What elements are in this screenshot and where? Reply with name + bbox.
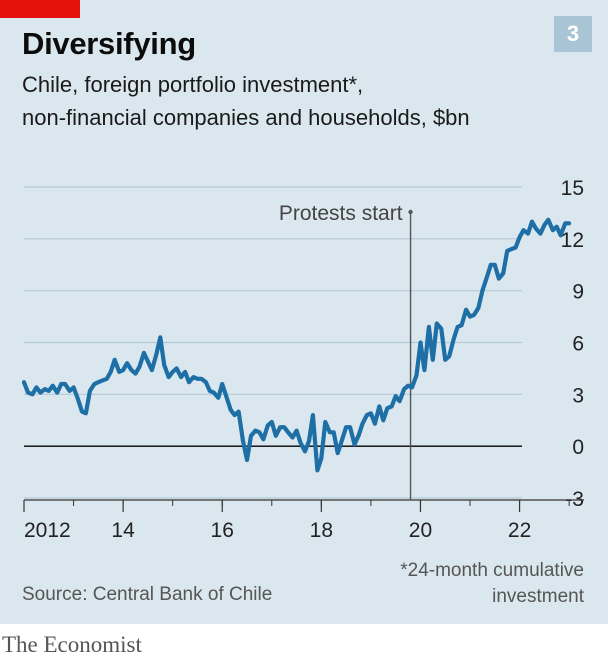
x-tick-label: 16 [211, 519, 234, 542]
x-tick-label: 18 [310, 519, 333, 542]
chart-subtitle: Chile, foreign portfolio investment*, no… [22, 68, 582, 134]
y-tick-label: 3 [572, 384, 584, 407]
chart-title: Diversifying [22, 26, 196, 61]
brand-red-tag [0, 0, 80, 18]
x-tick-label: 22 [508, 519, 531, 542]
x-tick-label: 14 [111, 519, 135, 542]
y-tick-label: 12 [561, 229, 584, 252]
footnote: *24-month cumulative investment [400, 558, 584, 610]
chart-number-badge: 3 [554, 16, 592, 52]
protests-marker-dot [408, 209, 413, 215]
subtitle-line-2: non-financial companies and households, … [22, 105, 470, 130]
footnote-line-2: investment [492, 586, 584, 607]
y-tick-label: 9 [572, 281, 584, 304]
y-tick-label: 0 [572, 436, 584, 459]
protests-annotation-label: Protests start [279, 202, 403, 225]
y-tick-label: 15 [561, 177, 584, 200]
y-tick-label: 6 [572, 333, 584, 356]
source-note: Source: Central Bank of Chile [22, 584, 273, 605]
subtitle-line-1: Chile, foreign portfolio investment*, [22, 72, 364, 97]
series-line-0 [21, 217, 572, 473]
chart-panel [0, 0, 608, 624]
x-tick-label: 2012 [24, 519, 71, 542]
x-tick-label: 20 [409, 519, 432, 542]
footnote-line-1: *24-month cumulative [400, 560, 584, 581]
brand-logo: The Economist [2, 632, 142, 657]
